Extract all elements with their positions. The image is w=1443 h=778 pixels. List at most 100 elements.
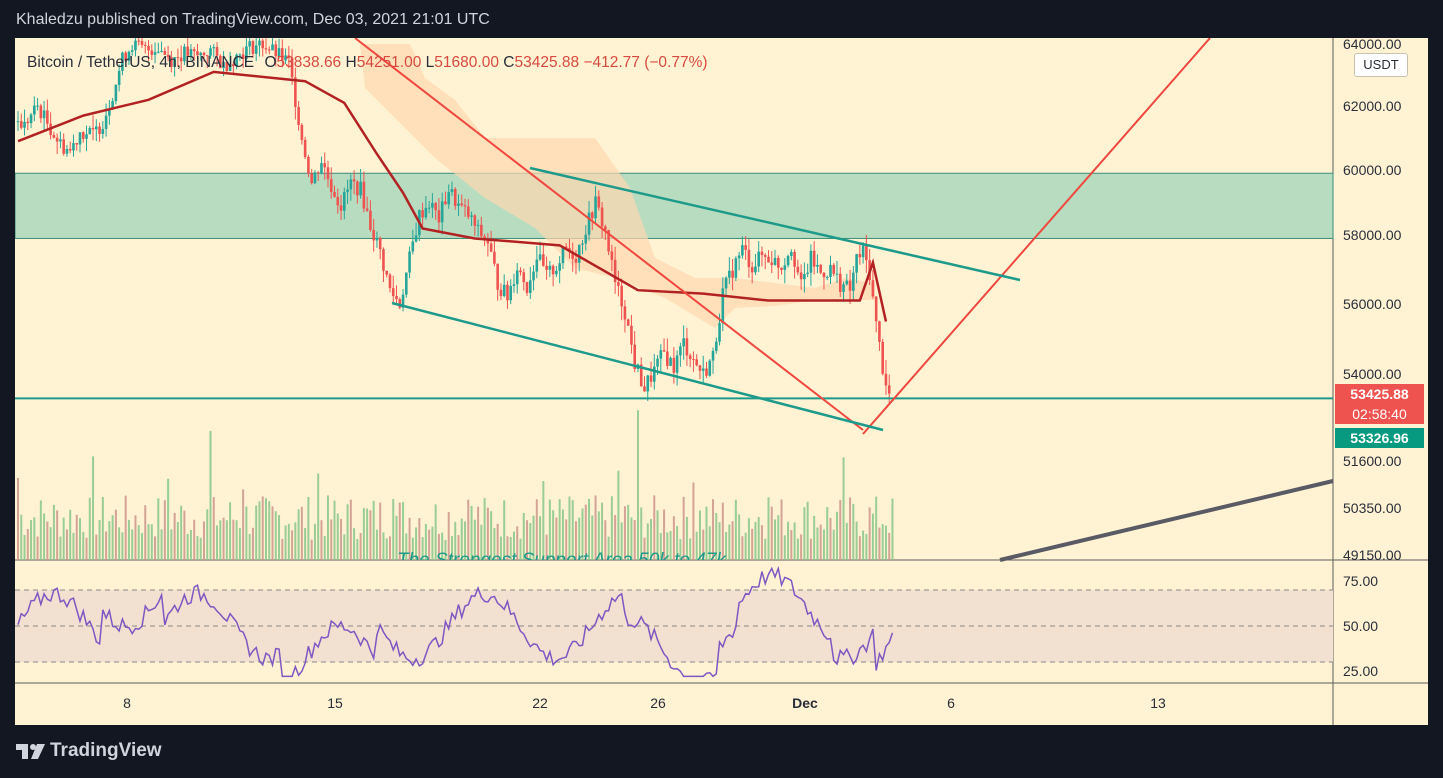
volume-bar xyxy=(480,524,483,560)
volume-bar xyxy=(574,521,577,560)
volume-bar xyxy=(545,534,548,560)
candle-body xyxy=(594,196,597,219)
volume-bar xyxy=(604,520,607,560)
candle-body xyxy=(460,203,464,206)
chart-frame[interactable]: The Strongest Support Area 50k to 47k 640… xyxy=(15,38,1428,725)
candle-body xyxy=(835,273,839,275)
volume-bar xyxy=(477,506,480,560)
volume-bar xyxy=(676,525,679,560)
candle-body xyxy=(630,325,633,345)
volume-bar xyxy=(490,511,493,560)
volume-bar xyxy=(20,514,23,560)
candle-body xyxy=(855,254,858,273)
volume-bar xyxy=(643,537,646,560)
volume-bar xyxy=(183,510,186,560)
candle-body xyxy=(160,50,163,52)
candle-body xyxy=(232,64,235,67)
volume-bar xyxy=(669,530,672,560)
candle-body xyxy=(303,139,307,157)
volume-bar xyxy=(33,517,36,560)
volume-bar xyxy=(881,524,884,560)
volume-bar xyxy=(160,529,163,560)
candle-body xyxy=(117,70,121,85)
candle-body xyxy=(157,51,160,53)
candle-body xyxy=(558,263,561,271)
candle-body xyxy=(688,355,692,360)
candle-body xyxy=(806,272,809,275)
candle-body xyxy=(623,306,627,320)
candle-body xyxy=(852,272,855,291)
candle-body xyxy=(450,189,454,193)
volume-bar xyxy=(548,499,551,560)
candle-body xyxy=(359,181,362,196)
candle-body xyxy=(757,251,761,267)
volume-bar xyxy=(470,505,473,560)
volume-bar xyxy=(656,510,659,560)
candle-body xyxy=(108,108,111,116)
channel-upper-line xyxy=(529,166,1021,282)
candle-body xyxy=(440,201,444,223)
candle-body xyxy=(72,143,75,151)
candle-body xyxy=(489,243,493,252)
candle-body xyxy=(414,235,418,242)
volume-bar xyxy=(542,481,545,560)
brand-name[interactable]: TradingView xyxy=(50,740,162,761)
candle-body xyxy=(822,272,826,278)
volume-bar xyxy=(186,533,189,560)
candle-body xyxy=(600,207,604,227)
volume-bar xyxy=(313,523,316,560)
volume-bar xyxy=(457,535,460,560)
volume-bar xyxy=(744,532,747,560)
volume-bar xyxy=(157,498,160,560)
volume-bar xyxy=(689,538,692,560)
candle-body xyxy=(346,189,349,193)
candle-body xyxy=(235,54,238,67)
volume-bar xyxy=(725,531,728,560)
candle-body xyxy=(85,134,88,139)
candle-body xyxy=(884,373,888,386)
volume-bar xyxy=(385,538,388,560)
candle-body xyxy=(130,50,134,52)
volume-bar xyxy=(650,518,653,560)
symbol-title[interactable]: Bitcoin / TetherUS, 4h, BINANCE xyxy=(27,54,255,71)
volume-bar xyxy=(395,515,398,560)
candle-body xyxy=(444,201,447,205)
candle-body xyxy=(646,375,650,392)
volume-bar xyxy=(72,532,75,560)
volume-bar xyxy=(88,497,91,560)
volume-bar xyxy=(261,496,264,560)
volume-bar xyxy=(516,526,519,560)
candle-body xyxy=(659,350,663,359)
tradingview-logo-icon[interactable] xyxy=(16,742,46,760)
candle-body xyxy=(264,48,268,50)
volume-bar xyxy=(467,499,470,560)
volume-bar xyxy=(884,525,887,560)
volume-bar xyxy=(264,498,267,560)
candle-body xyxy=(248,41,251,47)
candle-body xyxy=(496,263,499,290)
volume-bar xyxy=(362,508,365,560)
volume-bar xyxy=(718,522,721,560)
volume-bar xyxy=(392,499,395,560)
volume-bar xyxy=(770,506,773,560)
chart-svg[interactable]: The Strongest Support Area 50k to 47k 640… xyxy=(15,38,1428,725)
footer: TradingView xyxy=(0,728,1443,778)
candle-body xyxy=(81,132,85,139)
volume-bar xyxy=(754,521,757,560)
candle-body xyxy=(793,251,796,267)
candle-body xyxy=(78,132,82,145)
candle-body xyxy=(796,266,800,273)
candle-body xyxy=(571,251,575,259)
candle-body xyxy=(551,265,555,275)
volume-bar xyxy=(526,520,529,560)
candle-body xyxy=(189,49,193,56)
time-tick-label: 13 xyxy=(1150,695,1166,711)
candle-body xyxy=(698,365,702,371)
candle-body xyxy=(251,41,255,54)
volume-bar xyxy=(816,527,819,560)
volume-bar xyxy=(561,509,564,560)
currency-unit-button[interactable]: USDT xyxy=(1354,53,1408,77)
candle-body xyxy=(685,338,689,356)
candle-body xyxy=(515,270,519,285)
candle-body xyxy=(421,210,424,218)
